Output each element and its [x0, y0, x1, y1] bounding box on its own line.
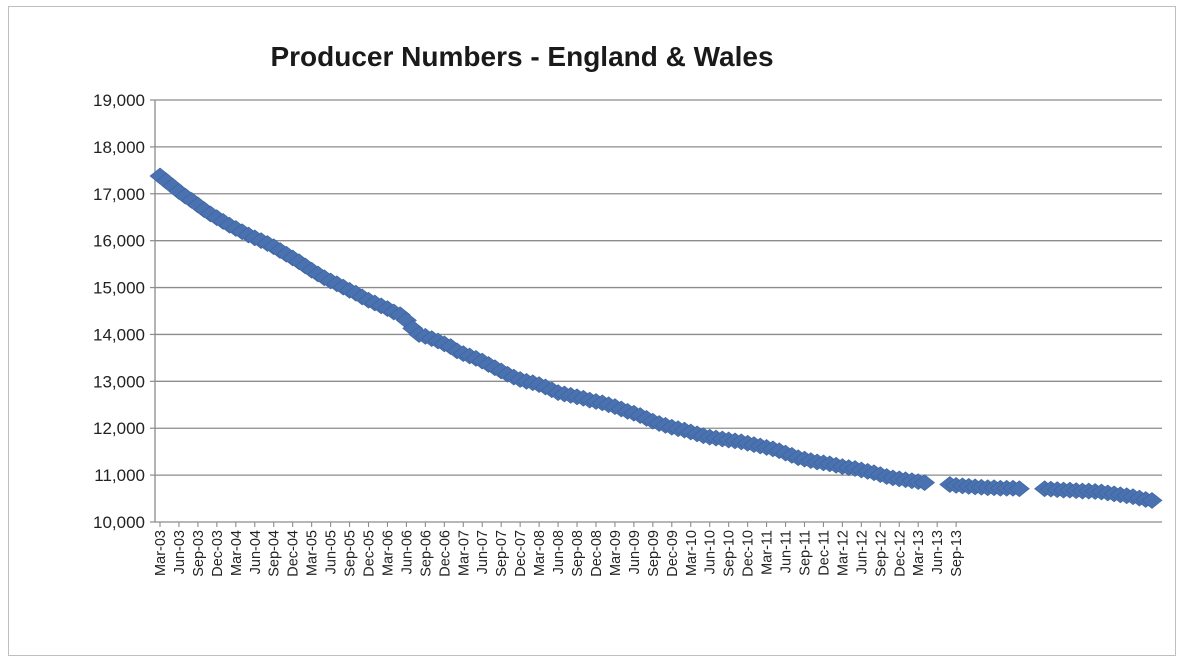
- y-tick-label: 13,000: [93, 372, 145, 391]
- x-tick-label: Jun-07: [475, 530, 491, 574]
- chart-frame: [8, 6, 1176, 656]
- x-tick-label: Jun-05: [324, 530, 340, 574]
- x-tick-label: Dec-03: [210, 530, 226, 577]
- x-tick-label: Mar-07: [456, 530, 472, 576]
- x-tick-label: Mar-04: [229, 530, 245, 576]
- y-tick-label: 17,000: [93, 185, 145, 204]
- chart-title: Producer Numbers - England & Wales: [270, 41, 773, 72]
- y-axis: 10,000 11,000 12,000 13,000 14,000 15,000 16,0…: [93, 91, 156, 532]
- x-tick-label: Mar-10: [684, 530, 700, 576]
- data-series: [149, 167, 1163, 509]
- y-tick-label: 11,000: [94, 466, 145, 485]
- x-tick-label: Sep-04: [267, 530, 283, 577]
- x-tick-label: Mar-09: [608, 530, 624, 576]
- x-tick-label: Sep-06: [418, 530, 434, 577]
- x-tick-label: Sep-13: [949, 530, 965, 577]
- x-axis: Mar-03 Jun-03 Sep-03 Dec-03 Mar-04 Jun-04 Sep-…: [153, 521, 1162, 577]
- x-tick-label: Mar-06: [380, 530, 396, 576]
- x-tick-label: Sep-12: [873, 530, 889, 577]
- x-tick-label: Dec-11: [816, 530, 832, 576]
- y-tick-label: 19,000: [93, 91, 145, 110]
- x-tick-label: Dec-07: [513, 530, 529, 577]
- x-tick-label: Dec-05: [362, 530, 378, 577]
- data-point: [914, 474, 936, 491]
- y-tick-label: 18,000: [93, 138, 145, 157]
- x-tick-label: Dec-10: [741, 530, 757, 577]
- data-point: [1141, 492, 1163, 509]
- x-tick-label: Sep-11: [797, 530, 813, 576]
- x-tick-label: Jun-06: [399, 530, 415, 574]
- x-tick-label: Jun-13: [930, 530, 946, 574]
- x-tick-label: Dec-12: [892, 530, 908, 577]
- x-tick-label: Mar-05: [305, 530, 321, 576]
- y-tick-label: 15,000: [93, 279, 145, 298]
- x-tick-label: Jun-11: [779, 530, 795, 573]
- x-tick-label: Sep-08: [570, 530, 586, 577]
- x-tick-label: Jun-03: [172, 530, 188, 574]
- x-tick-label: Jun-10: [703, 530, 719, 574]
- gridlines: [155, 99, 1162, 476]
- x-tick-label: Sep-09: [646, 530, 662, 577]
- x-tick-label: Jun-12: [854, 530, 870, 574]
- x-tick-label: Sep-03: [191, 530, 207, 577]
- data-point: [1008, 480, 1030, 498]
- x-tick-label: Mar-08: [532, 530, 548, 576]
- y-tick-label: 12,000: [93, 419, 145, 438]
- x-tick-label: Jun-04: [248, 530, 264, 574]
- x-tick-label: Sep-07: [494, 530, 510, 577]
- y-tick-label: 10,000: [93, 513, 145, 532]
- x-tick-label: Dec-04: [286, 530, 302, 577]
- x-tick-label: Dec-08: [589, 530, 605, 577]
- y-tick-label: 16,000: [93, 232, 145, 251]
- x-tick-label: Dec-06: [437, 530, 453, 577]
- x-tick-label: Mar-03: [153, 530, 169, 576]
- x-tick-label: Mar-13: [911, 530, 927, 576]
- x-tick-label: Dec-09: [665, 530, 681, 577]
- x-tick-label: Mar-11: [760, 530, 776, 575]
- y-tick-label: 14,000: [93, 325, 145, 344]
- x-tick-label: Jun-09: [627, 530, 643, 574]
- x-tick-label: Mar-12: [835, 530, 851, 576]
- x-tick-label: Sep-10: [722, 530, 738, 577]
- x-tick-label: Jun-08: [551, 530, 567, 574]
- x-tick-label: Sep-05: [343, 530, 359, 577]
